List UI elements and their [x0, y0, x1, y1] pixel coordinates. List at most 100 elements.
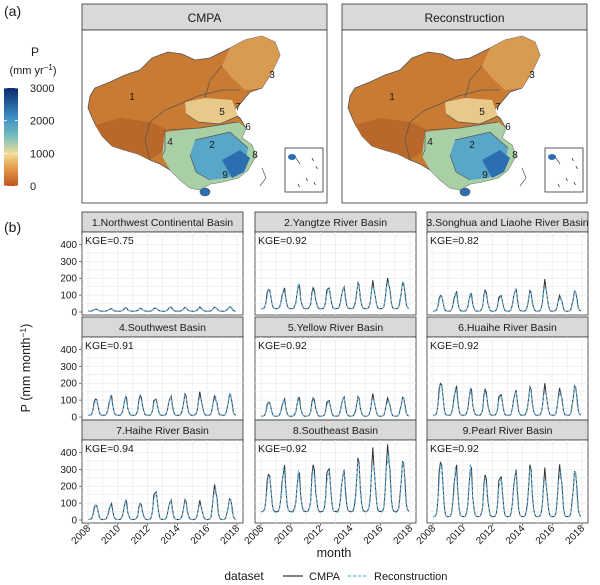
ts-panel: 7.Haihe River Basin KGE=0.94 0 100 200 300 400…: [60, 419, 244, 547]
map-strip-reconstruction: [341, 3, 588, 31]
ts-panel: 6.Huaihe River Basin KGE=0.92: [426, 316, 589, 421]
basin-boundary: [144, 121, 151, 161]
x-tick-label: 2008: [70, 523, 94, 547]
region-north-plain-shading: [445, 98, 498, 124]
series-line-reconstruction: [261, 396, 410, 417]
region-label: 6: [245, 122, 251, 133]
y-tick-label: 200: [60, 274, 77, 285]
inset-dash: [575, 165, 578, 170]
panel-label-b: (b): [4, 219, 21, 235]
region-label: 4: [427, 137, 433, 148]
inset-island: [548, 154, 556, 160]
region-label: 3: [529, 70, 535, 81]
ts-panel: 2.Yangtze River Basin KGE=0.92: [254, 211, 417, 316]
colorbar-tick-label: 3000: [30, 83, 54, 95]
region-plateau-shading: [95, 118, 168, 160]
inset-dash: [573, 181, 576, 186]
x-tick-label: 2016: [362, 523, 386, 547]
series-line-reconstruction: [260, 281, 410, 310]
x-tick-label: 2018: [392, 523, 416, 547]
y-tick-label: 400: [60, 345, 77, 356]
inset-dash: [571, 157, 574, 162]
south-sea-inset: [284, 147, 324, 193]
taiwan-outline: [259, 167, 267, 187]
basin-boundary: [464, 65, 483, 99]
region-label: 1: [129, 92, 135, 103]
basin-boundary: [427, 121, 499, 131]
kge-label: KGE=0.92: [430, 443, 479, 455]
x-tick-label: 2016: [189, 523, 213, 547]
region-label: 5: [479, 107, 485, 118]
basin-boundary: [167, 121, 239, 131]
series-line-reconstruction: [433, 287, 582, 312]
map-panel-reconstruction: Reconstruction 1 2 3 4 5 67 8 9: [341, 3, 588, 204]
y-tick-label: 100: [60, 396, 77, 407]
hainan-island: [459, 187, 471, 197]
x-tick-label: 2014: [504, 523, 528, 547]
y-tick-label: 300: [60, 362, 77, 373]
region-label: 4: [167, 137, 173, 148]
y-tick-label: 100: [60, 499, 77, 510]
inset-dash: [305, 177, 308, 182]
y-tick-label: 300: [60, 257, 77, 268]
region-label: 2: [469, 140, 475, 151]
inset-dash: [311, 157, 314, 162]
y-tick-label: 400: [60, 240, 77, 251]
kge-label: KGE=0.82: [430, 235, 479, 247]
inset-dash: [565, 177, 568, 182]
y-tick-label: 0: [71, 308, 77, 319]
region-label: 3: [269, 70, 275, 81]
region-plateau-shading: [355, 118, 428, 160]
colorbar: P (mm yr−1) 3000 2000 1000 0: [4, 45, 57, 193]
y-tick-label: 300: [60, 465, 77, 476]
colorbar-tick-label: 0: [30, 181, 36, 193]
x-tick-label: 2016: [534, 523, 558, 547]
legend-title: dataset: [224, 569, 264, 583]
region-wet-core-shading: [222, 150, 250, 178]
inset-dash: [297, 183, 300, 188]
region-label: 6: [505, 122, 511, 133]
region-label: 9: [222, 170, 228, 181]
legend-label-reconstruction: Reconstruction: [374, 571, 447, 583]
basin-boundary: [445, 113, 499, 125]
series-line-reconstruction: [260, 453, 410, 513]
x-tick-label: 2014: [332, 523, 356, 547]
timeseries-grid: 1.Northwest Continental Basin KGE=0.75 0 10…: [60, 211, 589, 547]
x-tick-label: 2010: [99, 523, 123, 547]
x-tick-label: 2008: [243, 523, 267, 547]
kge-label: KGE=0.94: [85, 443, 134, 455]
basin-boundary: [449, 154, 471, 181]
kge-label: KGE=0.92: [258, 235, 307, 247]
basin-boundary: [204, 65, 223, 99]
y-tick-label: 0: [71, 413, 77, 424]
kge-label: KGE=0.92: [430, 340, 479, 352]
region-north-plain-shading: [185, 98, 238, 124]
ts-panel-title: 6.Huaihe River Basin: [458, 322, 557, 334]
basin-boundary: [404, 121, 411, 161]
inset-dash: [557, 183, 560, 188]
basin-boundary: [161, 130, 166, 157]
region-label: 5: [219, 107, 225, 118]
x-tick-label: 2018: [219, 523, 243, 547]
basin-boundary: [185, 113, 239, 125]
hainan-island: [199, 187, 211, 197]
inset-dash: [315, 165, 318, 170]
basin-boundary: [194, 131, 249, 149]
inset-island: [288, 154, 296, 160]
y-tick-label: 200: [60, 379, 77, 390]
x-tick-label: 2010: [444, 523, 468, 547]
ts-panel-title: 9.Pearl River Basin: [463, 425, 553, 437]
map-title-cmpa: CMPA: [188, 11, 222, 25]
ts-panel-title: 7.Haihe River Basin: [116, 425, 209, 437]
colorbar-gradient: [4, 88, 18, 186]
ts-panel: 3.Songhua and Liaohe River Basin KGE=0.82: [426, 211, 589, 316]
y-tick-label: 0: [71, 516, 77, 527]
basin-boundary: [189, 154, 211, 181]
taiwan-outline: [519, 167, 527, 187]
region-label: 8: [512, 150, 518, 161]
colorbar-title-line1: P: [31, 45, 39, 59]
region-label: 7: [235, 102, 241, 113]
y-axis-title: P (mm month−1): [18, 324, 33, 413]
y-tick-label: 200: [60, 482, 77, 493]
